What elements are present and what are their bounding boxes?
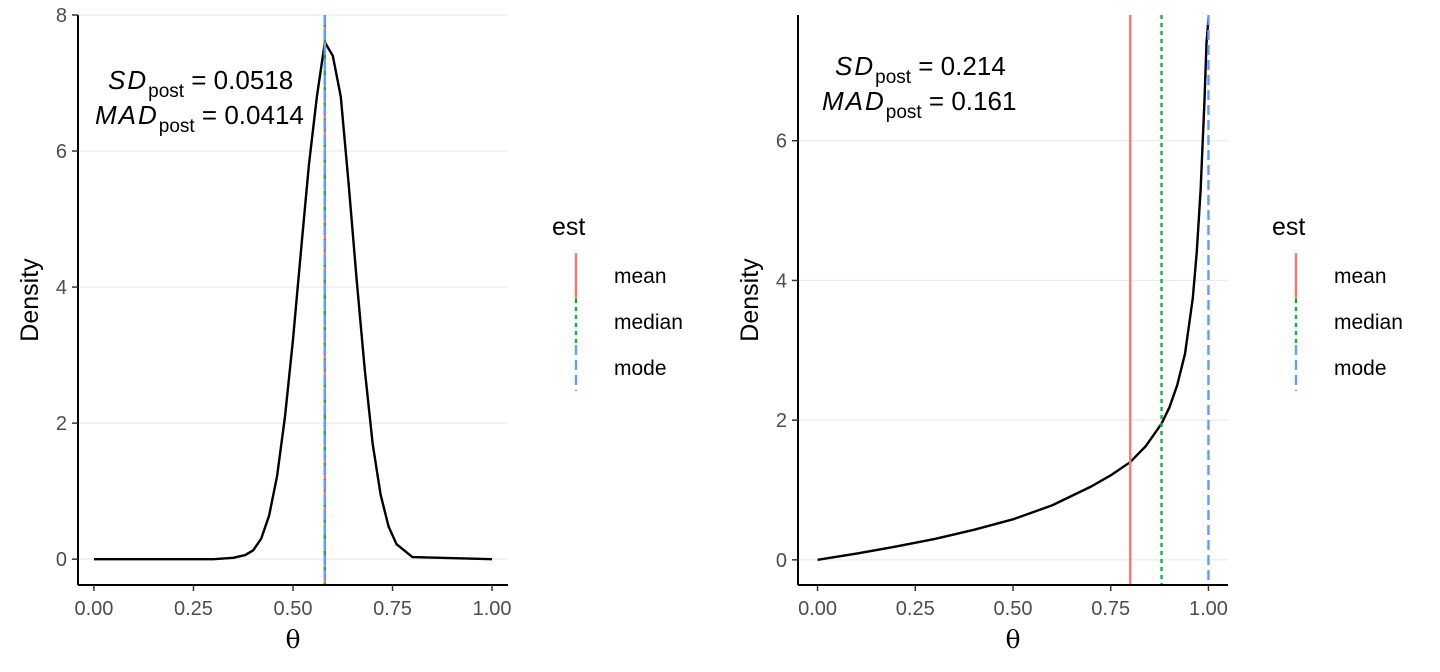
legend-label-mean: mean: [614, 265, 667, 288]
annotation-mad: MADpost = 0.0414: [95, 100, 304, 137]
annotation-subscript: post: [886, 102, 923, 123]
y-tick-label: 6: [776, 131, 787, 153]
y-tick-label: 0: [56, 549, 67, 571]
legend-title: est: [552, 213, 585, 241]
annotation-mad: MADpost = 0.161: [822, 86, 1016, 123]
legend-1: est mean median mode: [552, 213, 683, 391]
annotation-symbol: MAD: [95, 100, 159, 130]
x-tick-label: 1.00: [473, 598, 512, 620]
legend-title: est: [1272, 213, 1305, 241]
x-axis-title: θ: [1005, 625, 1020, 654]
y-tick-label: 8: [56, 5, 67, 27]
annotation-sd: SDpost = 0.0518: [108, 65, 293, 102]
y-tick-label: 0: [776, 550, 787, 572]
annotation-subscript: post: [875, 67, 912, 88]
annotation-subscript: post: [148, 81, 185, 102]
x-tick-label: 0.25: [174, 598, 213, 620]
annotation-value: = 0.161: [922, 86, 1017, 116]
y-tick-label: 4: [56, 277, 67, 299]
x-tick-label: 1.00: [1189, 598, 1228, 620]
x-tick-label: 0.50: [994, 598, 1033, 620]
density-curve: [817, 18, 1210, 562]
y-tick-label: 4: [776, 270, 787, 292]
annotation-subscript: post: [159, 116, 196, 137]
legend-label-median: median: [614, 311, 683, 334]
legend-2: est mean median mode: [1272, 213, 1403, 391]
annotation-value: = 0.0414: [195, 100, 304, 130]
annotation-value: = 0.0518: [184, 65, 293, 95]
legend-label-mode: mode: [614, 357, 667, 380]
panel-1: 0 2 4 6 8 0.00 0.25 0.50 0.75 1.00 θ Density SDpost …: [16, 5, 512, 654]
annotation-symbol: SD: [108, 65, 148, 95]
y-axis-title: Density: [16, 258, 44, 342]
legend-label-mode: mode: [1334, 357, 1387, 380]
annotation-sd: SDpost = 0.214: [835, 51, 1006, 88]
x-tick-label: 0.00: [798, 598, 837, 620]
annotation-symbol: MAD: [822, 86, 886, 116]
x-axis-title: θ: [285, 625, 300, 654]
legend-label-mean: mean: [1334, 265, 1387, 288]
legend-label-median: median: [1334, 311, 1403, 334]
y-tick-label: 6: [56, 141, 67, 163]
x-tick-label: 0.25: [896, 598, 935, 620]
annotation-value: = 0.214: [911, 51, 1006, 81]
y-axis-title: Density: [736, 258, 764, 342]
x-tick-label: 0.75: [1091, 598, 1130, 620]
density-curve: [93, 41, 493, 561]
x-tick-label: 0.50: [274, 598, 313, 620]
y-tick-label: 2: [56, 413, 67, 435]
annotation-symbol: SD: [835, 51, 875, 81]
y-tick-label: 2: [776, 410, 787, 432]
x-tick-label: 0.00: [74, 598, 113, 620]
x-tick-label: 0.75: [373, 598, 412, 620]
